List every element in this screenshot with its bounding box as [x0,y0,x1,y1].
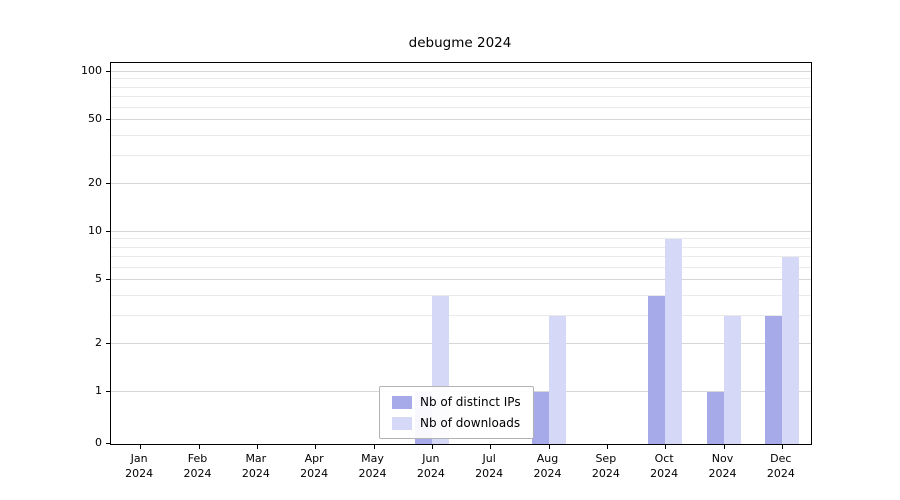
x-tick-mark [606,445,608,449]
gridline-minor [111,314,811,316]
legend-item-downloads: Nb of downloads [392,416,521,430]
x-tick-label: Oct 2024 [650,452,679,481]
x-tick-label: Mar 2024 [241,452,270,481]
bar-distinct-ips [706,392,724,444]
y-tick-mark [106,182,110,184]
gridline-minor [111,95,811,97]
gridline-minor [111,106,811,108]
x-tick-mark [256,445,258,449]
bar-distinct-ips [531,392,549,444]
x-tick-mark [490,445,492,449]
gridline-minor [111,238,811,240]
y-tick-label: 1 [95,384,102,397]
x-tick-label: Jun 2024 [416,452,445,481]
gridline-major [111,342,811,344]
x-tick-label: Jul 2024 [475,452,504,481]
y-tick-mark [106,342,110,344]
gridline-minor [111,255,811,257]
gridline-minor [111,246,811,248]
gridline-major [111,119,811,121]
gridline-minor [111,86,811,88]
plot-area: Nb of distinct IPs Nb of downloads [106,62,812,449]
x-tick-mark [140,445,142,449]
bar-downloads [548,315,566,444]
chart-title: debugme 2024 [408,35,512,51]
x-tick-mark [431,445,433,449]
y-tick-label: 5 [95,272,102,286]
gridline-major [111,71,811,72]
legend-label-distinct-ips: Nb of distinct IPs [420,395,521,409]
x-tick-label: Aug 2024 [533,452,562,481]
x-tick-label: Apr 2024 [300,452,329,481]
x-tick-mark [723,445,725,449]
y-tick-label: 2 [95,335,102,349]
gridline-major [111,182,811,184]
x-tick-mark [781,445,783,449]
legend-swatch-downloads [392,416,412,430]
bar-distinct-ips [648,295,666,444]
x-tick-label: Jan 2024 [125,452,154,481]
bar-downloads [723,315,741,444]
y-tick-mark [106,231,110,232]
gridline-minor [111,266,811,268]
x-tick-mark [315,445,317,449]
y-tick-label: 50 [88,112,102,126]
bar-downloads [781,256,799,444]
y-tick-mark [106,279,110,281]
legend-swatch-distinct-ips [392,395,412,409]
y-tick-mark [106,71,110,72]
y-tick-label: 0 [95,436,102,449]
x-tick-mark [373,445,375,449]
x-tick-mark [198,445,200,449]
gridline-minor [111,294,811,296]
legend-item-distinct-ips: Nb of distinct IPs [392,395,521,409]
bar-downloads [665,239,683,444]
gridline-major [111,231,811,232]
gridline-minor [111,154,811,156]
x-tick-label: Sep 2024 [591,452,620,481]
bar-distinct-ips [764,315,782,444]
x-tick-label: May 2024 [358,452,387,481]
x-tick-label: Dec 2024 [766,452,795,481]
legend: Nb of distinct IPs Nb of downloads [379,386,534,439]
gridline-minor [111,134,811,136]
x-tick-label: Nov 2024 [708,452,737,481]
x-tick-mark [548,445,550,449]
y-tick-label: 20 [88,175,102,189]
y-tick-mark [106,119,110,121]
x-tick-mark [665,445,667,449]
legend-label-downloads: Nb of downloads [420,416,521,430]
y-tick-label: 100 [81,64,102,77]
y-tick-mark [106,391,110,392]
y-tick-label: 10 [88,224,102,237]
gridline-major [111,279,811,281]
x-tick-label: Feb 2024 [183,452,212,481]
gridline-minor [111,78,811,80]
y-tick-mark [106,443,110,444]
